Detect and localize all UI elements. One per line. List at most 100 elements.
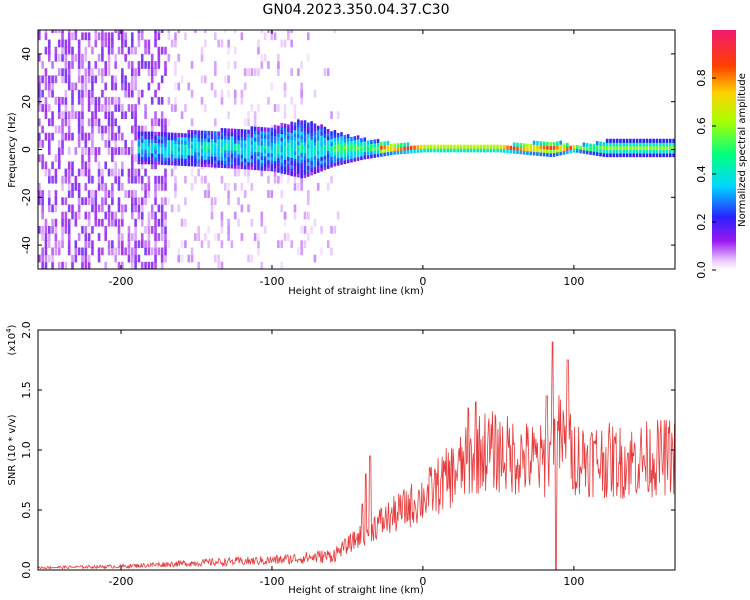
spectrogram-cell (87, 254, 91, 263)
spectrogram-cell (589, 147, 592, 152)
spectrogram-cell (177, 140, 181, 145)
spectrogram-cell (652, 153, 655, 158)
spectrogram-cell (134, 132, 137, 141)
spectrogram-cell (101, 104, 104, 112)
spectrogram-cell (150, 145, 154, 150)
spectrogram-cell (38, 139, 41, 148)
spectrogram-cell (313, 170, 317, 175)
spectrogram-cell (147, 261, 151, 269)
spectrogram-cell (164, 157, 167, 162)
spectrogram-cell (612, 153, 616, 158)
spectrogram-cell (200, 53, 204, 62)
spectrogram-cell (220, 128, 224, 133)
spectrogram-cell (77, 204, 81, 213)
spectrogram-cell (393, 147, 396, 152)
spectrogram-cell (160, 146, 164, 151)
spectrogram-cell (38, 89, 41, 98)
spectrogram-cell (154, 61, 157, 69)
spectrogram-cell (297, 141, 300, 146)
spectrogram-cell (174, 161, 177, 166)
spectrogram-cell (97, 254, 101, 263)
spectrogram-cell (107, 240, 111, 249)
spectrogram-cell (197, 162, 201, 167)
spectrogram-cell (164, 240, 167, 249)
spectrogram-cell (107, 247, 111, 256)
spectrogram-cell (227, 182, 230, 191)
spectrogram-cell (632, 142, 636, 147)
spectrogram-cell (300, 247, 303, 256)
spectrogram-cell (496, 148, 499, 153)
spectrogram-cell (147, 61, 151, 69)
spectrogram-cell (114, 104, 117, 112)
spectrogram-cell (350, 147, 353, 152)
spectrogram-cell (290, 132, 293, 137)
spectrogram-cell (333, 151, 337, 156)
spectrogram-cell (204, 152, 207, 157)
spectrogram-cell (84, 225, 88, 234)
spectrogram-cell (71, 161, 74, 170)
spectrogram-cell (512, 146, 516, 151)
spectrogram-cell (97, 32, 101, 41)
spectrogram-cell (101, 39, 104, 48)
spectrogram-cell (595, 148, 599, 153)
spectrogram-cell (137, 197, 141, 206)
spectrogram-cell (190, 61, 194, 69)
spectrogram-cell (233, 150, 237, 155)
spectrogram-cell (257, 104, 260, 112)
spectrogram-cell (280, 175, 284, 184)
spectrogram-cell (306, 197, 310, 206)
spectrogram-cell (57, 240, 61, 249)
spectrogram-cell (253, 162, 257, 167)
spectrogram-cell (220, 175, 224, 184)
spectrogram-cell (101, 32, 104, 41)
spectrogram-cell (247, 129, 250, 134)
spectrogram-cell (237, 161, 240, 166)
spectrogram-cell (277, 161, 280, 166)
spectrogram-cell (306, 233, 310, 241)
spectrogram-cell (107, 111, 111, 120)
spectrogram-cell (310, 146, 313, 151)
spectrogram-cell (47, 233, 51, 241)
spectrogram-cell (336, 150, 340, 155)
spectrogram-cell (250, 68, 254, 77)
spectrogram-cell (290, 125, 293, 130)
spectrogram-cell (204, 130, 207, 135)
spectrogram-cell (622, 145, 626, 150)
spectrogram-cell (164, 254, 167, 263)
spectrogram-cell (595, 144, 599, 149)
spectrogram-cell (150, 131, 154, 136)
spectrogram-cell (512, 142, 516, 147)
spectrogram-cell (306, 126, 310, 131)
spectrogram-cell (306, 151, 310, 156)
spectrogram-cell (140, 131, 144, 136)
spectrogram-cell (223, 128, 227, 133)
spectrogram-cell (303, 166, 307, 171)
spectrogram-cell (260, 211, 264, 220)
spectrogram-cell (243, 82, 247, 91)
spectrogram-cell (240, 204, 244, 213)
spectrogram-cell (353, 143, 357, 148)
spectrogram-cell (41, 261, 44, 269)
spectrogram-cell (340, 146, 343, 151)
spectrogram-cell (64, 261, 68, 269)
spectrogram-cell (532, 144, 536, 149)
spectrogram-cell (64, 111, 68, 120)
spectrogram-cell (91, 96, 94, 105)
spectrogram-cell (297, 162, 300, 167)
spectrogram-cell (134, 82, 137, 91)
spectrogram-cell (519, 146, 523, 151)
spectrogram-cell (61, 111, 64, 120)
spectrogram-cell (230, 139, 234, 144)
spectrogram-cell (164, 150, 167, 155)
spectrogram-cell (160, 254, 164, 263)
spectrogram-cell (297, 148, 300, 153)
spectrogram-cell (297, 151, 300, 156)
spectrogram-cell (615, 138, 619, 143)
spectrogram-cell (177, 136, 181, 141)
spectrogram-cell (147, 156, 151, 161)
spectrogram-cell (293, 154, 297, 159)
spectrogram-cell (137, 240, 141, 249)
spectrogram-cell (287, 171, 290, 176)
spectrogram-cell (277, 165, 280, 170)
spectrogram-cell (174, 150, 177, 155)
